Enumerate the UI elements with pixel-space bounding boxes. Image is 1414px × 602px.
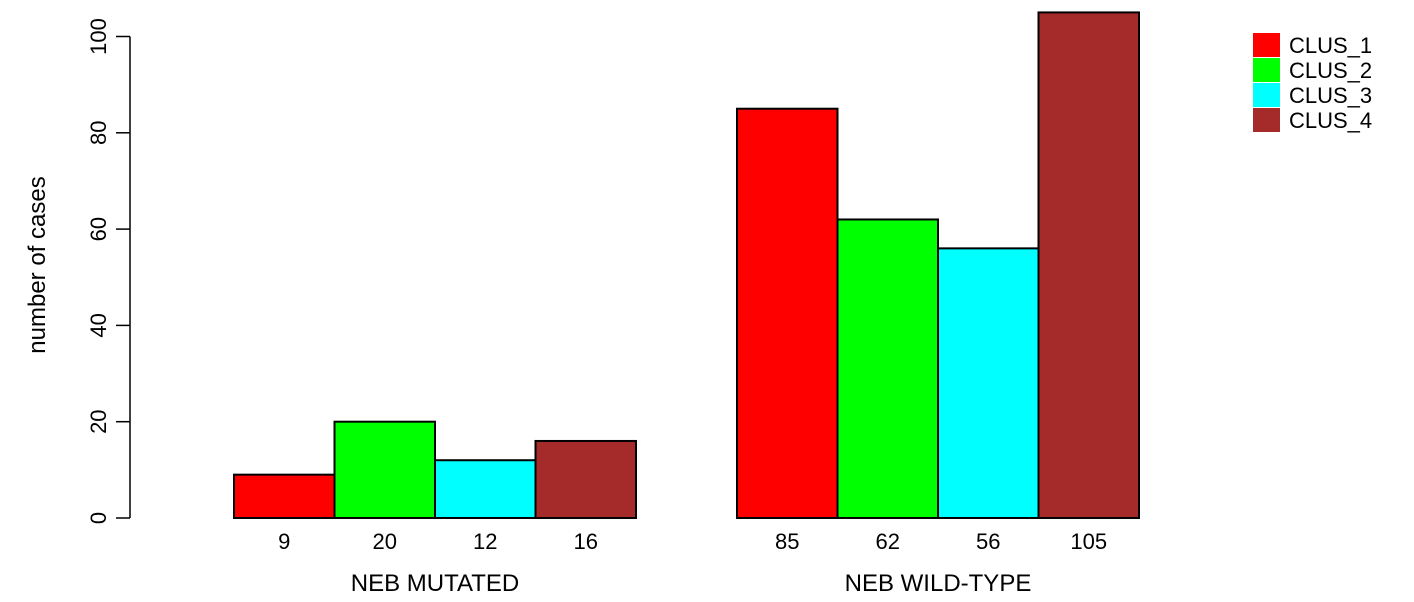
y-tick-label: 100 — [86, 18, 111, 55]
legend-label: CLUS_1 — [1289, 33, 1372, 58]
bar-clus-1-1 — [233, 473, 336, 520]
y-tick-label: 0 — [86, 512, 111, 524]
bar-value-label: 85 — [775, 529, 799, 554]
y-axis-title: number of cases — [24, 176, 51, 353]
y-tick-label: 80 — [86, 121, 111, 145]
y-tick-label: 20 — [86, 409, 111, 433]
bar-clus-2-1 — [333, 420, 436, 520]
value-labels: 9 20 12 16 85 62 56 105 — [278, 529, 1107, 554]
bar-value-label: 105 — [1070, 529, 1107, 554]
bar-value-label: 56 — [976, 529, 1000, 554]
y-tick-label: 60 — [86, 217, 111, 241]
legend-swatch — [1253, 83, 1280, 107]
y-axis: 0 20 40 60 80 100 — [86, 18, 131, 524]
bar-value-label: 16 — [574, 529, 598, 554]
x-category-label: NEB MUTATED — [351, 570, 519, 597]
legend-label: CLUS_3 — [1289, 83, 1372, 108]
legend-label: CLUS_2 — [1289, 58, 1372, 83]
bar-clus-2-2 — [836, 218, 939, 519]
x-category-label: NEB WILD-TYPE — [845, 570, 1032, 597]
legend-swatch — [1253, 33, 1280, 57]
legend-label: CLUS_4 — [1289, 108, 1372, 133]
legend-swatch — [1253, 108, 1280, 132]
bar-value-label: 20 — [373, 529, 397, 554]
bar-value-label: 12 — [473, 529, 497, 554]
bars — [233, 11, 1140, 520]
bar-clus-1-2 — [736, 107, 839, 519]
bar-clus-4-1 — [534, 439, 637, 519]
legend-swatch — [1253, 58, 1280, 82]
y-tick-label: 40 — [86, 313, 111, 337]
bar-value-label: 9 — [278, 529, 290, 554]
bar-clus-4-2 — [1037, 11, 1140, 520]
bar-value-label: 62 — [876, 529, 900, 554]
group-labels: NEB MUTATED NEB WILD-TYPE — [351, 570, 1032, 597]
bar-clus-3-2 — [937, 247, 1040, 520]
bar-clus-3-1 — [434, 459, 537, 519]
